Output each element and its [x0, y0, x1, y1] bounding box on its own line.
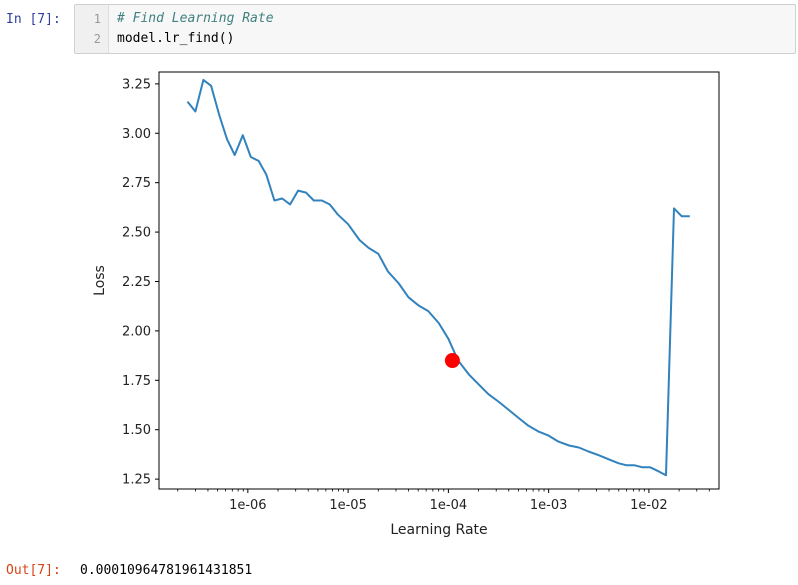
- y-tick-label: 3.00: [122, 127, 151, 142]
- output-prompt: Out[7]:: [6, 563, 61, 578]
- y-tick-label: 1.75: [122, 374, 151, 389]
- y-tick-label: 2.50: [122, 226, 151, 241]
- y-tick-label: 1.50: [122, 423, 151, 438]
- loss-line: [186, 78, 690, 477]
- line-number: 1: [93, 12, 101, 26]
- x-tick-label: 1e-03: [530, 498, 568, 513]
- y-tick-label: 2.25: [122, 275, 151, 290]
- output-value: 0.00010964781961431851: [80, 563, 253, 578]
- y-tick-label: 2.75: [122, 176, 151, 191]
- line-number: 2: [93, 32, 101, 46]
- line-number-gutter: 1 2: [75, 5, 109, 53]
- y-axis-label: Loss: [92, 265, 108, 296]
- code-line-comment[interactable]: # Find Learning Rate: [117, 11, 274, 26]
- y-tick-label: 2.00: [122, 324, 151, 339]
- y-tick-label: 1.25: [122, 473, 151, 488]
- code-cell[interactable]: 1 2 # Find Learning Rate model.lr_find(): [74, 4, 796, 54]
- plot-axes: 1.25 1.50 1.75 2.00 2.25 2.50 2.75 3.00 3.25 1e-0…: [92, 71, 720, 538]
- x-tick-label: 1e-02: [630, 498, 668, 513]
- x-axis-label: Learning Rate: [390, 522, 487, 538]
- plot-data: [186, 78, 690, 477]
- code-line[interactable]: model.lr_find(): [117, 31, 235, 46]
- suggested-lr-marker: [444, 353, 460, 369]
- x-tick-label: 1e-06: [229, 498, 267, 513]
- y-tick-label: 3.25: [122, 77, 151, 92]
- x-tick-label: 1e-05: [329, 498, 367, 513]
- input-prompt: In [7]:: [6, 12, 61, 27]
- x-tick-label: 1e-04: [430, 498, 468, 513]
